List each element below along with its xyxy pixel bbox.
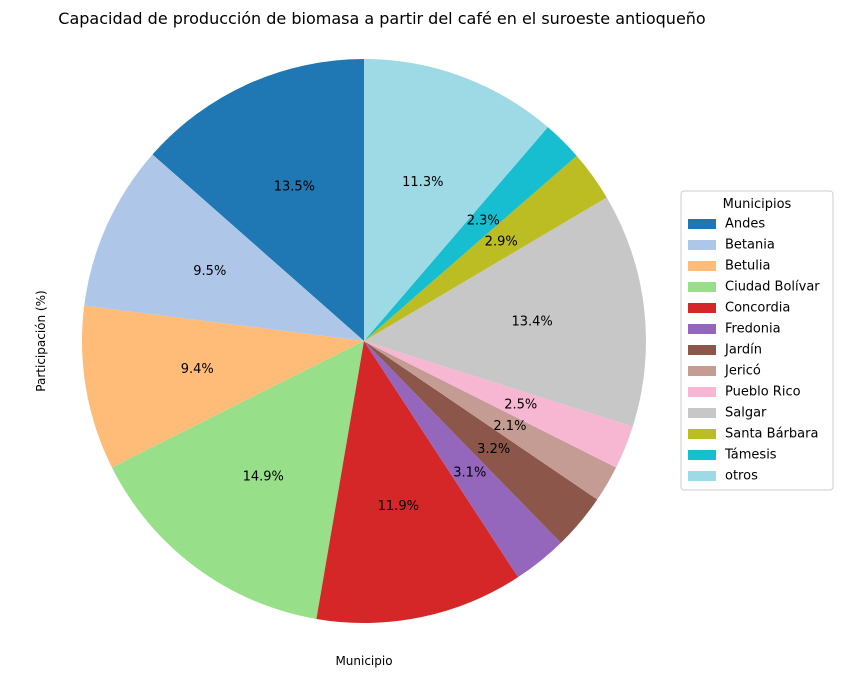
pie-slice-betulia — [81, 305, 365, 468]
x-axis-label: Municipio — [335, 654, 392, 668]
legend-swatch-fredonia — [688, 324, 716, 334]
legend: Municipios Andes Betania Betulia Ciudad Bol… — [680, 190, 834, 491]
legend-swatch-andes — [688, 219, 716, 229]
slice-label-otros: 11.3% — [402, 175, 443, 190]
chart-title: Capacidad de producción de biomasa a par… — [58, 9, 705, 28]
legend-swatch-betania — [688, 240, 716, 250]
pie-slice-concordia — [316, 341, 519, 623]
legend-swatch-concordia — [688, 303, 716, 313]
slice-label-pueblo-rico: 2.5% — [504, 397, 537, 412]
legend-swatch-jardin — [688, 345, 716, 355]
pie-slice-fredonia — [364, 341, 561, 578]
slice-label-fredonia: 3.1% — [453, 466, 486, 481]
legend-label-betania: Betania — [725, 238, 775, 253]
legend-swatch-ciudad-bolivar — [688, 282, 716, 292]
slice-label-tamesis: 2.3% — [467, 213, 500, 228]
pie-slice-jerico — [364, 341, 617, 500]
pie-slice-ciudad-bolivar — [111, 341, 364, 619]
y-axis-label: Participación (%) — [34, 290, 48, 391]
slice-label-concordia: 11.9% — [378, 499, 419, 514]
legend-swatch-betulia — [688, 261, 716, 271]
pie-slices — [81, 58, 647, 623]
legend-label-salgar: Salgar — [725, 406, 767, 421]
pie-slice-jardin — [364, 341, 598, 543]
legend-label-otros: otros — [725, 469, 758, 484]
legend-label-fredonia: Fredonia — [725, 322, 781, 337]
slice-label-jerico: 2.1% — [493, 419, 526, 434]
pie-slice-betania — [84, 154, 364, 341]
legend-label-pueblo-rico: Pueblo Rico — [725, 385, 801, 400]
pie-slice-salgar — [364, 197, 647, 427]
legend-swatch-salgar — [688, 408, 716, 418]
legend-label-jerico: Jericó — [724, 364, 761, 379]
pie-slice-pueblo-rico — [364, 341, 633, 468]
legend-swatch-pueblo-rico — [688, 387, 716, 397]
legend-label-santa-barbara: Santa Bárbara — [725, 427, 818, 442]
legend-frame — [680, 190, 834, 491]
slice-label-ciudad-bolivar: 14.9% — [243, 469, 284, 484]
slice-label-betulia: 9.4% — [181, 362, 214, 377]
slice-label-betania: 9.5% — [193, 264, 226, 279]
slice-label-jardin: 3.2% — [477, 442, 510, 457]
legend-title: Municipios — [723, 197, 792, 212]
legend-label-andes: Andes — [725, 217, 765, 232]
legend-label-jardin: Jardín — [724, 343, 762, 358]
legend-swatch-otros — [688, 471, 716, 481]
pie-slice-otros — [364, 58, 548, 341]
legend-label-ciudad-bolivar: Ciudad Bolívar — [725, 280, 820, 295]
pie-slice-tamesis — [364, 127, 577, 341]
pie-slice-labels: 13.5% 9.5% 9.4% 14.9% 11.9% 3.1% 3.2% 2.1% 2.5% 1… — [181, 175, 553, 514]
legend-swatch-santa-barbara — [688, 429, 716, 439]
slice-label-salgar: 13.4% — [511, 314, 552, 329]
legend-swatch-jerico — [688, 366, 716, 376]
legend-label-betulia: Betulia — [725, 259, 770, 274]
legend-items: Andes Betania Betulia Ciudad Bolívar Concord… — [688, 217, 820, 484]
slice-label-santa-barbara: 2.9% — [485, 234, 518, 249]
slice-label-andes: 13.5% — [274, 179, 315, 194]
pie-slice-andes — [152, 59, 364, 341]
legend-label-concordia: Concordia — [725, 301, 790, 316]
legend-label-tamesis: Támesis — [724, 448, 777, 463]
pie-slice-santa-barbara — [364, 155, 607, 341]
legend-swatch-tamesis — [688, 450, 716, 460]
